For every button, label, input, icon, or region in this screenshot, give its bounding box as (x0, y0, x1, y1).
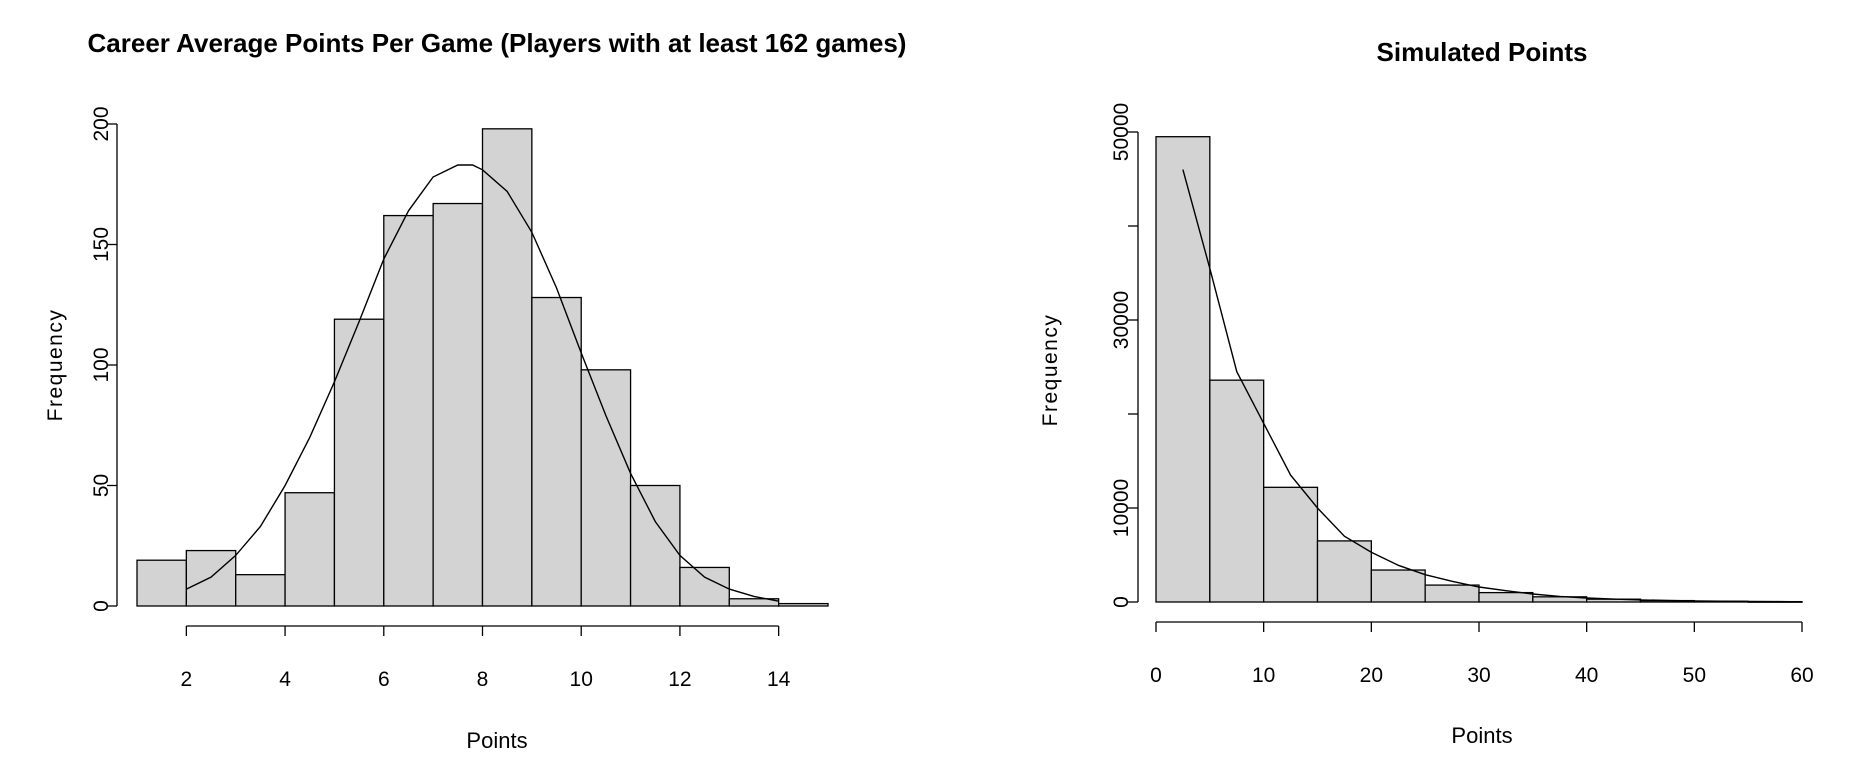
chart1-y-axis: 0 50 100 150 200 (90, 106, 118, 612)
chart2-bar (1155, 136, 1211, 603)
chart1-x-axis-label: Points (466, 728, 527, 753)
chart2-bar (1370, 569, 1426, 603)
chart1-curve-line (186, 164, 779, 602)
chart2-x-axis-label: Points (1451, 723, 1512, 748)
chart2-bar (1316, 540, 1372, 603)
chart2-x-tick-label: 0 (1150, 664, 1162, 687)
chart2-bars (1155, 136, 1803, 603)
chart1-bar (333, 318, 385, 607)
chart2-y-axis-label: Frequency (1039, 314, 1062, 427)
chart1-y-axis-label: Frequency (44, 309, 67, 422)
chart2-bar (1209, 379, 1265, 603)
chart1-bar (235, 574, 286, 607)
chart1-x-tick-label: 4 (279, 668, 291, 691)
chart1-density-curve (186, 164, 779, 602)
chart2-x-tick-label: 30 (1467, 664, 1490, 687)
chart2-y-tick-label: 10000 (1110, 479, 1133, 537)
chart1-y-tick-label: 50 (90, 474, 113, 497)
chart1-bar (777, 602, 829, 607)
chart2-bar (1424, 584, 1480, 603)
chart2-title: Simulated Points (1377, 37, 1588, 67)
chart2-y-tick-label: 50000 (1110, 103, 1133, 161)
chart2-y-axis: 0 10000 30000 50000 (1110, 103, 1139, 608)
chart1-bar (531, 296, 582, 607)
chart1-x-tick-label: 2 (181, 668, 193, 691)
chart2-bar (1263, 486, 1319, 603)
chart1-bar (432, 202, 484, 607)
chart2-x-tick-label: 20 (1360, 664, 1383, 687)
chart1-x-tick-label: 14 (767, 668, 791, 691)
chart2-bar (1478, 591, 1534, 603)
chart2-y-tick-label: 30000 (1110, 291, 1133, 349)
chart1-x-tick-label: 6 (378, 668, 390, 691)
chart1-y-tick-label: 200 (90, 106, 113, 141)
chart1-x-tick-label: 12 (668, 668, 691, 691)
chart1-title: Career Average Points Per Game (Players … (88, 28, 907, 58)
chart1-bar (136, 559, 188, 607)
chart1-bar (185, 549, 237, 607)
chart2-curve-line (1182, 169, 1803, 603)
chart2-density-curve (1182, 169, 1803, 603)
chart1-bar (679, 566, 730, 607)
chart1-y-tick-label: 0 (90, 600, 113, 612)
chart1-x-tick-label: 10 (570, 668, 593, 691)
chart2-x-tick-label: 60 (1790, 664, 1813, 687)
chart1-bars (136, 128, 829, 607)
chart1-bar (580, 369, 632, 607)
chart1-bar (481, 128, 533, 607)
chart1-bar (728, 598, 780, 607)
chart1-y-tick-label: 150 (90, 227, 113, 262)
chart1-bar (383, 214, 434, 607)
chart2-x-tick-label: 50 (1683, 664, 1706, 687)
chart1-x-axis: 2 4 6 8 10 12 14 (181, 625, 791, 691)
chart1-bar (284, 492, 336, 607)
chart1-bar (629, 484, 681, 607)
chart1-x-tick-label: 8 (477, 668, 489, 691)
chart2-x-tick-label: 40 (1575, 664, 1598, 687)
chart2-x-tick-label: 10 (1252, 664, 1275, 687)
chart2-x-axis: 0 10 20 30 40 50 60 (1150, 621, 1814, 687)
chart1-y-tick-label: 100 (90, 347, 113, 382)
chart2-y-tick-label: 0 (1110, 596, 1133, 608)
